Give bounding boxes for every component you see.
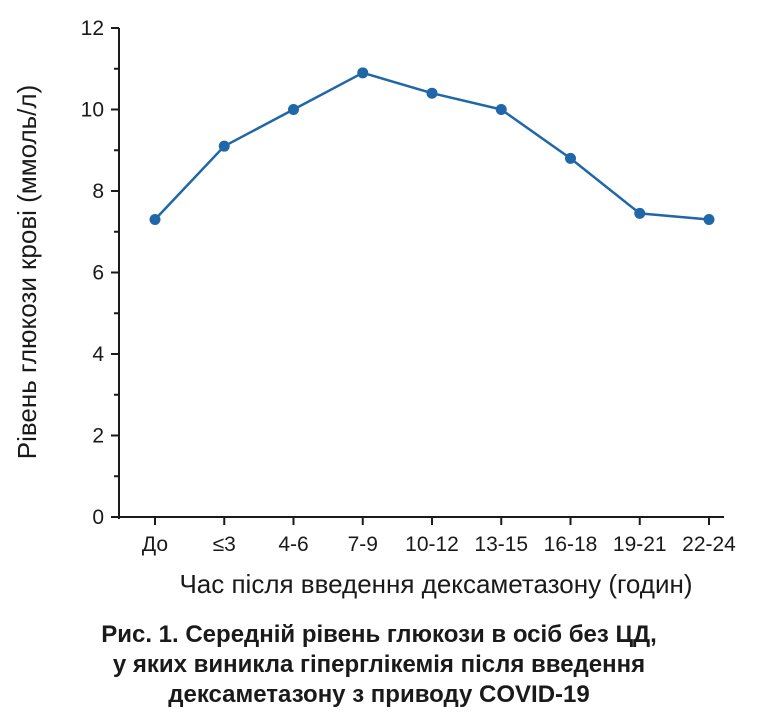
data-point (634, 207, 646, 219)
x-tick-label: 19-21 (613, 533, 667, 556)
x-axis-title: Час після введення дексаметазону (годин) (179, 569, 692, 599)
data-point (218, 140, 230, 152)
data-point (357, 67, 369, 79)
y-tick-label: 6 (92, 262, 104, 285)
series-line-group (149, 67, 715, 226)
x-tick-label: 13-15 (474, 533, 528, 556)
data-point (703, 214, 715, 226)
caption-line-2: у яких виникла гіперглікемія після введе… (112, 651, 646, 678)
x-tick-label: 7-9 (348, 533, 378, 556)
caption-line-1: Рис. 1. Середній рівень глюкози в осіб б… (101, 621, 657, 648)
figure-caption: Рис. 1. Середній рівень глюкози в осіб б… (0, 620, 758, 710)
y-tick-label: 12 (81, 17, 104, 40)
x-tick-label: До (142, 533, 168, 556)
y-tick-label: 10 (81, 99, 104, 122)
chart: 0 2 4 6 8 10 12 До ≤3 4-6 7-9 10-12 13-15 16-18 19-21… (12, 17, 736, 599)
x-tick-label: 22-24 (682, 533, 736, 556)
y-tick-label: 0 (92, 506, 104, 529)
y-tick-label: 8 (92, 180, 104, 203)
y-tick-label: 2 (92, 425, 104, 448)
data-point (426, 87, 438, 99)
data-point (495, 104, 507, 115)
data-point (565, 152, 576, 164)
y-axis: 0 2 4 6 8 10 12 (81, 17, 120, 529)
x-tick-label: 4-6 (278, 533, 308, 556)
data-point (288, 104, 299, 115)
caption-line-3: дексаметазону з приводу COVID-19 (168, 681, 590, 708)
x-tick-label: 10-12 (405, 533, 459, 556)
y-tick-label: 4 (92, 343, 104, 366)
x-tick-label: 16-18 (544, 533, 598, 556)
data-point (149, 214, 161, 226)
x-axis: До ≤3 4-6 7-9 10-12 13-15 16-18 19-21 22-24 (118, 516, 736, 556)
x-tick-label: ≤3 (213, 533, 236, 556)
y-axis-title: Рівень глюкози крові (ммоль/л) (12, 85, 42, 460)
